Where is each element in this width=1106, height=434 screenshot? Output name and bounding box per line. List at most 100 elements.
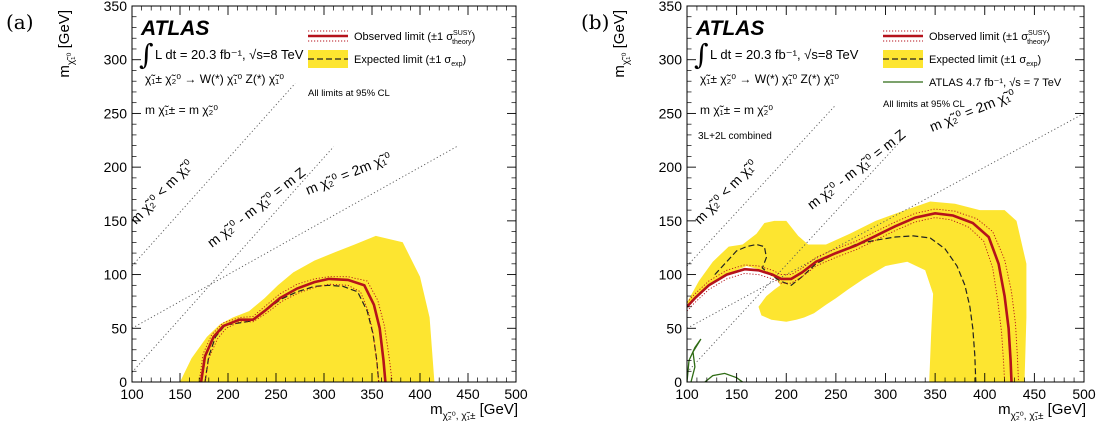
- y-tick-label: 300: [659, 52, 683, 68]
- x-tick-label: 450: [1023, 386, 1047, 402]
- observed-limit-line: [199, 277, 387, 382]
- legend-label-end: ): [1038, 54, 1042, 66]
- x-axis-label: mχ̃₂⁰, χ̃₁± [GeV]: [998, 401, 1086, 422]
- kinematic-line-label: m χ̃₂⁰ = 2m χ̃₁⁰: [927, 86, 1018, 135]
- atlas-logo-text: ATLAS: [695, 17, 764, 40]
- legend-label: ATLAS 4.7 fb⁻¹, √s = 7 TeV: [929, 77, 1062, 89]
- legend-label-main: Observed limit (±1 σ: [929, 31, 1028, 43]
- x-tick-label: 200: [216, 386, 240, 402]
- x-axis-label-unit: [GeV]: [1043, 401, 1086, 418]
- legend-label-main: ATLAS 4.7 fb⁻¹, √s = 7 TeV: [929, 77, 1062, 89]
- panel-label: (a): [6, 10, 34, 34]
- legend-label: Observed limit (±1 σSUSY theory): [929, 30, 1050, 46]
- x-tick-label: 400: [973, 386, 997, 402]
- y-tick-label: 250: [104, 105, 128, 121]
- legend-label-main: Observed limit (±1 σ: [354, 31, 453, 43]
- x-tick-label: 350: [923, 386, 947, 402]
- x-tick-label: 300: [874, 386, 898, 402]
- x-tick-label: 250: [264, 386, 288, 402]
- luminosity-label: L dt = 20.3 fb⁻¹, √s=8 TeV: [155, 47, 304, 62]
- kinematic-line: [132, 83, 296, 267]
- x-tick-label: 300: [312, 386, 336, 402]
- x-axis-label: mχ̃₂⁰, χ̃₁± [GeV]: [430, 401, 518, 422]
- x-axis-label-sub: χ̃₂⁰, χ̃₁±: [443, 411, 476, 422]
- x-tick-label: 350: [360, 386, 384, 402]
- y-axis-label: mχ̃₁⁰ [GeV]: [611, 10, 632, 78]
- x-tick-label: 100: [120, 386, 144, 402]
- y-tick-label: 50: [666, 320, 682, 336]
- cl-note: All limits at 95% CL: [308, 88, 390, 99]
- y-tick-label: 200: [659, 159, 683, 175]
- y-tick-label: 250: [659, 105, 683, 121]
- mass-condition-label: m χ̃₁± = m χ̃₂⁰: [700, 103, 773, 117]
- x-axis-label-main: m: [430, 401, 443, 418]
- integral-sign: ∫: [694, 38, 709, 71]
- panel-label: (b): [581, 10, 609, 34]
- y-tick-label: 150: [104, 213, 128, 229]
- legend-label-end: ): [463, 54, 467, 66]
- kinematic-line-label: m χ̃₂⁰ < m χ̃₁⁰: [127, 156, 197, 227]
- y-tick-label: 0: [119, 374, 127, 390]
- observed-up-line: [687, 208, 1019, 382]
- kinematic-line: [132, 146, 334, 373]
- kinematic-line-label: m χ̃₂⁰ - m χ̃₁⁰ = m Z: [804, 126, 909, 213]
- x-tick-label: 500: [504, 386, 528, 402]
- observed-down-line: [204, 283, 380, 382]
- y-tick-label: 200: [104, 159, 128, 175]
- legend-label-end: ): [472, 31, 476, 43]
- x-axis-label-unit: [GeV]: [475, 401, 518, 418]
- y-axis-label-sub: χ̃₁⁰: [66, 53, 77, 66]
- process-label: χ̃₁± χ̃₂⁰ → W(*) χ̃₁⁰ Z(*) χ̃₁⁰: [700, 72, 839, 86]
- y-axis-label-unit: [GeV]: [611, 10, 628, 53]
- cl-note: All limits at 95% CL: [883, 99, 965, 110]
- x-tick-label: 400: [408, 386, 432, 402]
- kinematic-line-label: m χ̃₂⁰ < m χ̃₁⁰: [691, 156, 761, 227]
- expected-limit-line: [714, 235, 977, 382]
- y-axis-label-sub: χ̃₁⁰: [621, 53, 632, 66]
- x-tick-label: 500: [1072, 386, 1096, 402]
- observed-up-line: [198, 276, 393, 382]
- x-tick-label: 450: [456, 386, 480, 402]
- legend-label-sub: theory: [452, 39, 472, 46]
- x-axis-label-sub: χ̃₂⁰, χ̃₁±: [1011, 411, 1044, 422]
- legend-label: Expected limit (±1 σexp): [354, 54, 466, 68]
- atlas-logo-text: ATLAS: [140, 17, 209, 40]
- legend-label-main: Expected limit (±1 σ: [354, 54, 451, 66]
- x-axis-label-main: m: [998, 401, 1011, 418]
- y-tick-label: 350: [104, 0, 128, 14]
- legend-label: Expected limit (±1 σexp): [929, 54, 1041, 68]
- atlas-7tev-line: [704, 372, 743, 382]
- kinematic-line-label: m χ̃₂⁰ - m χ̃₁⁰ = m Z: [204, 164, 309, 251]
- y-axis-label-unit: [GeV]: [56, 10, 73, 53]
- combination-note: 3L+2L combined: [698, 131, 772, 142]
- observed-down-line: [687, 217, 1006, 382]
- expected-band: [687, 201, 1027, 382]
- observed-limit-line: [687, 211, 1013, 382]
- legend-label-sub: theory: [1027, 39, 1047, 46]
- y-axis-label-main: m: [56, 65, 73, 78]
- luminosity-label: L dt = 20.3 fb⁻¹, √s=8 TeV: [710, 47, 859, 62]
- legend-label-sub: exp: [451, 61, 462, 68]
- y-tick-label: 150: [659, 213, 683, 229]
- y-axis-label-main: m: [611, 65, 628, 78]
- plot-area: [132, 83, 459, 382]
- x-tick-label: 150: [168, 386, 192, 402]
- expected-band: [180, 235, 435, 382]
- chart-panel: 100 150 200 250 300 350 400 450 500 0 50 100 150 200 2…: [581, 0, 1096, 422]
- kinematic-line: [687, 104, 837, 267]
- x-tick-label: 150: [725, 386, 749, 402]
- kinematic-line: [132, 145, 459, 329]
- process-label: χ̃₁± χ̃₂⁰ → W(*) χ̃₁⁰ Z(*) χ̃₁⁰: [145, 72, 284, 86]
- plot-area: [687, 104, 1084, 382]
- mass-condition-label: m χ̃₁± = m χ̃₂⁰: [145, 103, 218, 117]
- y-tick-label: 100: [104, 267, 128, 283]
- y-tick-label: 300: [104, 52, 128, 68]
- kinematic-line-label: m χ̃₂⁰ = 2m χ̃₁⁰: [303, 149, 394, 198]
- legend-label-sub: exp: [1026, 61, 1037, 68]
- legend-label-main: Expected limit (±1 σ: [929, 54, 1026, 66]
- legend-label: Observed limit (±1 σSUSY theory): [354, 30, 475, 46]
- integral-sign: ∫: [139, 38, 154, 71]
- y-axis-label: mχ̃₁⁰ [GeV]: [56, 10, 77, 78]
- legend-label-sup: SUSY: [1028, 30, 1047, 37]
- y-tick-label: 350: [659, 0, 683, 14]
